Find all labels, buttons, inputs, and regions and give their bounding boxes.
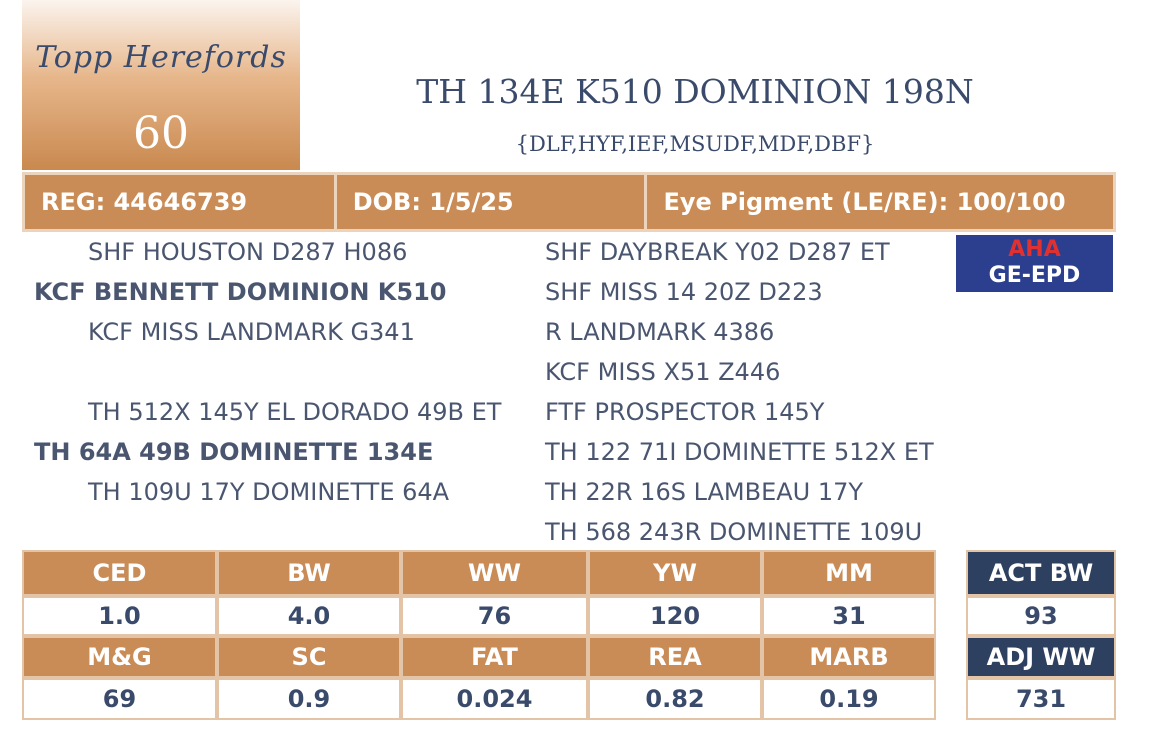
info-cell: DOB: 1/5/25	[337, 175, 648, 229]
epd-label: BW	[217, 550, 401, 596]
epd-value: 0.024	[401, 678, 588, 720]
pedigree-entry: KCF MISS LANDMARK G341	[88, 318, 415, 346]
epd-value: 0.19	[762, 678, 936, 720]
badge-line: AHA	[1008, 237, 1061, 262]
pedigree-entry: SHF HOUSTON D287 H086	[88, 238, 408, 266]
epd-label: WW	[401, 550, 588, 596]
pedigree-entry: TH 512X 145Y EL DORADO 49B ET	[88, 398, 502, 426]
pedigree-entry: R LANDMARK 4386	[545, 318, 775, 346]
pedigree-entry: TH 64A 49B DOMINETTE 134E	[34, 438, 434, 466]
pedigree-entry: TH 568 243R DOMINETTE 109U	[545, 518, 923, 546]
pedigree-entry: KCF MISS X51 Z446	[545, 358, 781, 386]
logo: Topp Herefords 60	[22, 0, 300, 170]
pedigree-entry: TH 122 71I DOMINETTE 512X ET	[545, 438, 934, 466]
epd-label: MARB	[762, 636, 936, 678]
subtitle: {DLF,HYF,IEF,MSUDF,MDF,DBF}	[515, 132, 875, 156]
info-cell: Eye Pigment (LE/RE): 100/100	[663, 188, 1066, 216]
info-bar: REG: 44646739 DOB: 1/5/25 Eye Pigment (LE/…	[22, 172, 1116, 232]
epd-label: MM	[762, 550, 936, 596]
title: TH 134E K510 DOMINION 198N	[416, 72, 974, 111]
pedigree-entry: TH 109U 17Y DOMINETTE 64A	[88, 478, 450, 506]
lot-number: 60	[133, 108, 189, 159]
epd-value: 76	[401, 596, 588, 636]
epd-label: REA	[588, 636, 762, 678]
epd-value: 0.9	[217, 678, 401, 720]
badge-line: GE-EPD	[988, 263, 1081, 288]
side-value: 93	[966, 596, 1116, 636]
epd-label: M&G	[22, 636, 217, 678]
pedigree-entry: SHF MISS 14 20Z D223	[545, 278, 823, 306]
side-value: 731	[966, 678, 1116, 720]
side-label: ADJ WW	[966, 636, 1116, 678]
epd-label: FAT	[401, 636, 588, 678]
badge: AHA GE-EPD	[956, 235, 1113, 292]
logo-text: Topp Herefords	[35, 40, 287, 75]
epd-value: 69	[22, 678, 217, 720]
side-label: ACT BW	[966, 550, 1116, 596]
epd-value: 4.0	[217, 596, 401, 636]
epd-value: 0.82	[588, 678, 762, 720]
epd-value: 120	[588, 596, 762, 636]
pedigree-entry: KCF BENNETT DOMINION K510	[34, 278, 447, 306]
epd-label: CED	[22, 550, 217, 596]
epd-label: YW	[588, 550, 762, 596]
pedigree-entry: FTF PROSPECTOR 145Y	[545, 398, 825, 426]
epd-value: 31	[762, 596, 936, 636]
pedigree-entry: SHF DAYBREAK Y02 D287 ET	[545, 238, 890, 266]
pedigree-entry: TH 22R 16S LAMBEAU 17Y	[545, 478, 864, 506]
info-cell: REG: 44646739	[25, 175, 337, 229]
epd-label: SC	[217, 636, 401, 678]
epd-value: 1.0	[22, 596, 217, 636]
